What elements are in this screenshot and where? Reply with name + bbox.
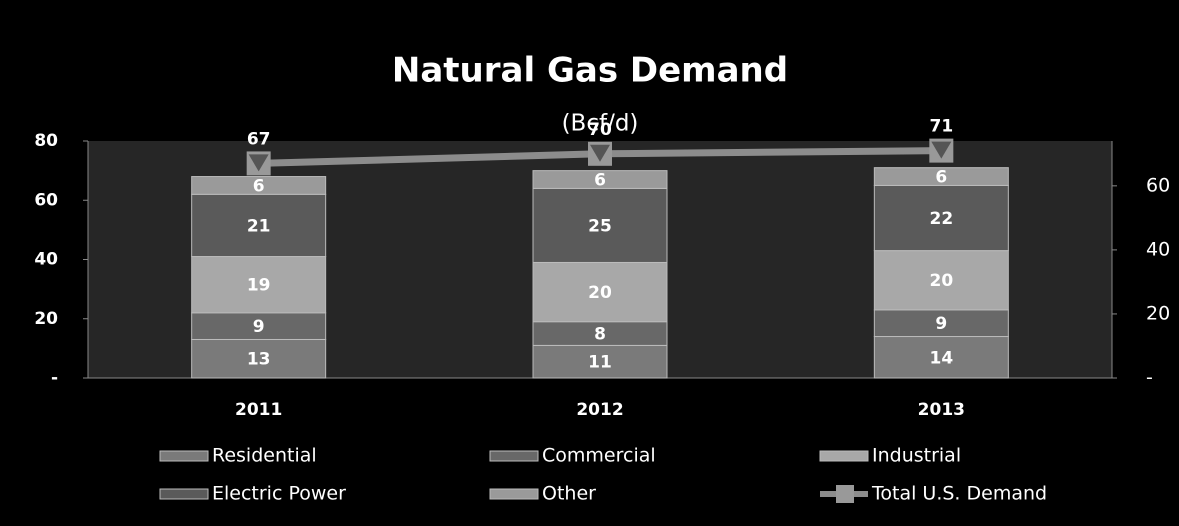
bar-segment (873, 250, 1009, 311)
legend-label: Commercial (542, 445, 656, 467)
bar-segment (873, 184, 1009, 252)
bar-segment (873, 167, 1009, 186)
y2-tick-label: 60 (1146, 174, 1170, 196)
data-label: 13 (247, 350, 271, 370)
x-tick-label: 2012 (576, 400, 623, 420)
y-tick-label: 20 (34, 309, 58, 329)
chart-subtitle: (Bcf/d) (562, 111, 639, 137)
y2-tick-label: 20 (1146, 302, 1170, 324)
y-tick-label: 40 (34, 250, 58, 270)
data-label: 71 (929, 117, 953, 137)
bar-segment (191, 176, 327, 195)
line-marker-arrow (248, 154, 269, 172)
legend-marker (836, 485, 854, 503)
line-marker-arrow (590, 144, 610, 162)
y-tick-label: 80 (34, 131, 58, 151)
data-label: 19 (247, 276, 271, 296)
data-label: 6 (594, 171, 606, 191)
legend-swatch (819, 450, 869, 462)
bar-segment (532, 187, 668, 263)
data-label: 20 (588, 283, 612, 303)
legend-swatch (489, 488, 539, 500)
legend-label: Electric Power (212, 483, 346, 505)
data-label: 21 (247, 216, 271, 236)
data-label: 70 (588, 120, 612, 140)
legend-swatch (489, 450, 539, 462)
data-label: 22 (929, 209, 953, 229)
bar-segment (532, 170, 668, 189)
bar-segment (873, 309, 1009, 338)
legend-label: Other (542, 483, 596, 505)
bar-segment (532, 261, 668, 323)
data-label: 8 (594, 325, 606, 345)
data-label: 11 (588, 353, 612, 373)
chart-title: Natural Gas Demand (392, 51, 788, 91)
data-label: 14 (929, 348, 953, 368)
x-tick-label: 2011 (235, 400, 282, 420)
data-label: 6 (253, 176, 265, 196)
data-label: 20 (929, 271, 953, 291)
x-tick-label: 2013 (918, 400, 965, 420)
bar-segment (191, 338, 327, 379)
y2-tick-label: 40 (1146, 238, 1170, 260)
legend-label: Residential (212, 445, 317, 467)
data-label: 67 (247, 129, 271, 149)
line-marker-arrow (931, 141, 952, 159)
legend-swatch (159, 488, 209, 500)
data-label: 6 (935, 168, 947, 188)
data-label: 9 (253, 317, 265, 337)
data-label: 25 (588, 216, 612, 236)
bar-segment (191, 312, 327, 340)
legend-label: Total U.S. Demand (871, 483, 1047, 505)
y-tick-label: - (51, 368, 58, 388)
legend-label: Industrial (872, 445, 961, 467)
y-tick-label: 60 (34, 190, 58, 210)
data-label: 9 (935, 314, 947, 334)
legend-swatch (159, 450, 209, 462)
y2-tick-label: - (1146, 367, 1153, 389)
